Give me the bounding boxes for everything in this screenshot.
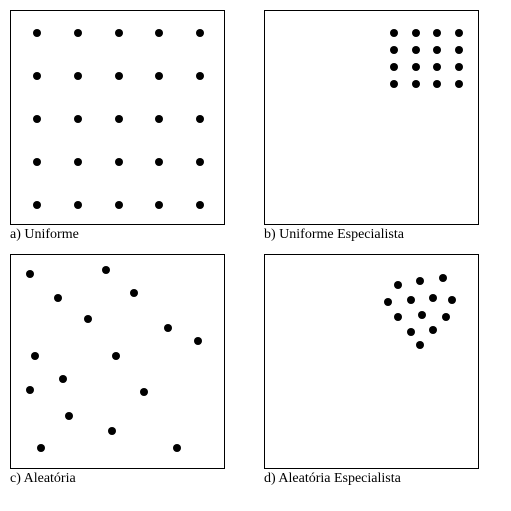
dot xyxy=(33,72,41,80)
dot xyxy=(115,201,123,209)
dot xyxy=(412,46,420,54)
dot xyxy=(74,115,82,123)
dot xyxy=(115,29,123,37)
dot xyxy=(429,326,437,334)
figure-grid: a) Uniforme b) Uniforme Especialista c) … xyxy=(10,10,500,488)
panel-c-wrap: c) Aleatória xyxy=(10,254,246,488)
panel-d xyxy=(264,254,479,469)
dot xyxy=(455,29,463,37)
dot xyxy=(433,63,441,71)
dot xyxy=(31,352,39,360)
dot xyxy=(418,311,426,319)
dot xyxy=(394,313,402,321)
dot xyxy=(196,72,204,80)
dot xyxy=(33,158,41,166)
dot xyxy=(455,63,463,71)
dot xyxy=(173,444,181,452)
dot xyxy=(84,315,92,323)
caption-c: c) Aleatória xyxy=(10,471,246,488)
dot xyxy=(394,281,402,289)
dot xyxy=(390,80,398,88)
panel-d-wrap: d) Aleatória Especialista xyxy=(264,254,500,488)
dot xyxy=(115,115,123,123)
dot xyxy=(54,294,62,302)
caption-d: d) Aleatória Especialista xyxy=(264,471,500,488)
dot xyxy=(74,158,82,166)
panel-a-wrap: a) Uniforme xyxy=(10,10,246,244)
dot xyxy=(102,266,110,274)
dot xyxy=(155,72,163,80)
dot xyxy=(416,341,424,349)
dot xyxy=(33,201,41,209)
dot xyxy=(74,29,82,37)
dot xyxy=(442,313,450,321)
dot xyxy=(112,352,120,360)
dot xyxy=(196,158,204,166)
dot xyxy=(37,444,45,452)
panel-c xyxy=(10,254,225,469)
dot xyxy=(390,63,398,71)
dot xyxy=(155,201,163,209)
dot xyxy=(164,324,172,332)
dot xyxy=(429,294,437,302)
dot xyxy=(59,375,67,383)
dot xyxy=(448,296,456,304)
dot xyxy=(140,388,148,396)
dot xyxy=(412,29,420,37)
dot xyxy=(390,29,398,37)
dot xyxy=(384,298,392,306)
dot xyxy=(196,29,204,37)
panel-b-wrap: b) Uniforme Especialista xyxy=(264,10,500,244)
dot xyxy=(155,158,163,166)
dot xyxy=(455,80,463,88)
dot xyxy=(65,412,73,420)
dot xyxy=(194,337,202,345)
dot xyxy=(115,72,123,80)
dot xyxy=(455,46,463,54)
dot xyxy=(33,29,41,37)
dot xyxy=(196,201,204,209)
dot xyxy=(108,427,116,435)
dot xyxy=(130,289,138,297)
dot xyxy=(433,80,441,88)
dot xyxy=(433,29,441,37)
dot xyxy=(74,201,82,209)
dot xyxy=(26,270,34,278)
dot xyxy=(155,115,163,123)
dot xyxy=(155,29,163,37)
dot xyxy=(196,115,204,123)
dot xyxy=(33,115,41,123)
panel-a xyxy=(10,10,225,225)
dot xyxy=(407,328,415,336)
dot xyxy=(412,80,420,88)
dot xyxy=(115,158,123,166)
dot xyxy=(416,277,424,285)
dot xyxy=(439,274,447,282)
dot xyxy=(433,46,441,54)
dot xyxy=(412,63,420,71)
panel-b xyxy=(264,10,479,225)
dot xyxy=(390,46,398,54)
dot xyxy=(74,72,82,80)
dot xyxy=(407,296,415,304)
caption-b: b) Uniforme Especialista xyxy=(264,227,500,244)
caption-a: a) Uniforme xyxy=(10,227,246,244)
dot xyxy=(26,386,34,394)
